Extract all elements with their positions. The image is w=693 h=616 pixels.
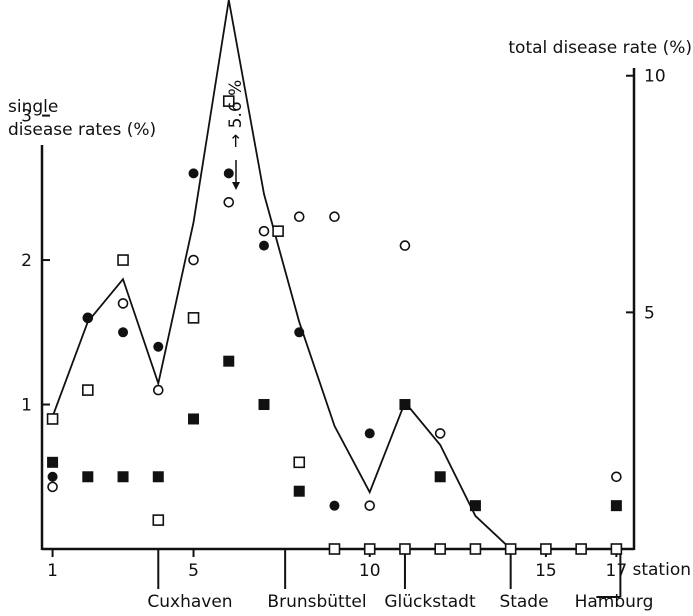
open-square-point: [293, 456, 306, 469]
open-square-point: [152, 514, 165, 526]
open-square-point: [575, 543, 587, 555]
filled-square-point: [469, 500, 481, 512]
open-circle-point: [329, 211, 340, 223]
open-circle-point: [223, 196, 235, 208]
open-circle-point: [293, 211, 305, 223]
left-axis-title-line2: disease rates (%): [8, 120, 156, 140]
open-square-point: [187, 312, 200, 324]
open-square-point: [610, 543, 623, 555]
open-square-point: [399, 543, 411, 555]
filled-circle-point: [364, 428, 375, 439]
open-square-point: [46, 413, 59, 425]
filled-circle-point: [329, 500, 340, 511]
filled-square-point: [152, 471, 164, 483]
open-square-point: [469, 543, 482, 555]
filled-square-point: [47, 456, 59, 468]
open-square-point: [222, 95, 235, 107]
place-label: Glückstadt: [384, 592, 476, 612]
x-tick-label: 1: [47, 561, 58, 581]
filled-circle-point: [118, 327, 129, 338]
place-label: Cuxhaven: [147, 592, 232, 612]
open-square-point: [504, 543, 517, 555]
x-tick-label: 5: [188, 561, 199, 581]
place-label: Brunsbüttel: [267, 592, 366, 612]
open-square-point: [117, 254, 129, 266]
left-tick-label: 2: [21, 251, 32, 271]
open-square-point: [328, 543, 341, 555]
peak-arrowhead: [232, 182, 240, 190]
filled-circle-point: [223, 168, 234, 179]
place-label: Stade: [499, 592, 548, 612]
filled-square-point: [117, 471, 129, 483]
peak-annotation: → 5.6 %: [226, 80, 246, 148]
filled-circle-point: [47, 471, 58, 482]
right-tick-label: 5: [644, 303, 655, 323]
open-circle-point: [152, 384, 164, 396]
open-circle-point: [399, 240, 411, 251]
filled-circle-point: [294, 327, 305, 338]
x-tick-label: 10: [359, 561, 381, 581]
filled-circle-point: [188, 168, 199, 179]
x-axis-title: station: [632, 560, 691, 580]
total-disease-rate-line: [51, 0, 617, 550]
left-tick-label: 3: [21, 107, 32, 127]
open-square-point: [363, 543, 376, 555]
filled-square-point: [258, 399, 270, 411]
filled-square-point: [82, 471, 94, 483]
place-label: Hamburg: [575, 592, 654, 612]
right-tick-label: 10: [644, 67, 666, 87]
filled-square-point: [188, 413, 200, 425]
left-tick-label: 1: [21, 396, 32, 416]
open-square-point: [540, 543, 552, 555]
chart-axes: [40, 68, 636, 598]
chart-marks: [46, 0, 623, 555]
open-circle-point: [434, 428, 446, 439]
filled-circle-point: [82, 312, 93, 323]
open-circle-point: [117, 298, 129, 309]
open-circle-point: [364, 500, 376, 511]
filled-circle-point: [153, 341, 164, 352]
filled-circle-point: [259, 240, 269, 251]
open-circle-point: [258, 225, 270, 237]
filled-square-point: [434, 471, 446, 483]
open-circle-point: [188, 254, 199, 266]
filled-square-point: [293, 485, 305, 497]
open-circle-point: [611, 471, 622, 483]
left-axis-title-line1: single: [8, 97, 58, 117]
filled-square-point: [399, 399, 411, 411]
x-tick-label: 17: [606, 561, 628, 581]
filled-square-point: [223, 355, 235, 367]
filled-square-point: [610, 500, 622, 512]
open-square-point: [82, 384, 94, 396]
open-square-point: [272, 225, 284, 237]
x-tick-label: 15: [535, 561, 557, 581]
open-circle-point: [47, 481, 58, 493]
right-axis-title: total disease rate (%): [508, 38, 692, 58]
open-square-point: [434, 543, 446, 555]
chart-labels: single disease rates (%) total disease r…: [8, 38, 692, 612]
